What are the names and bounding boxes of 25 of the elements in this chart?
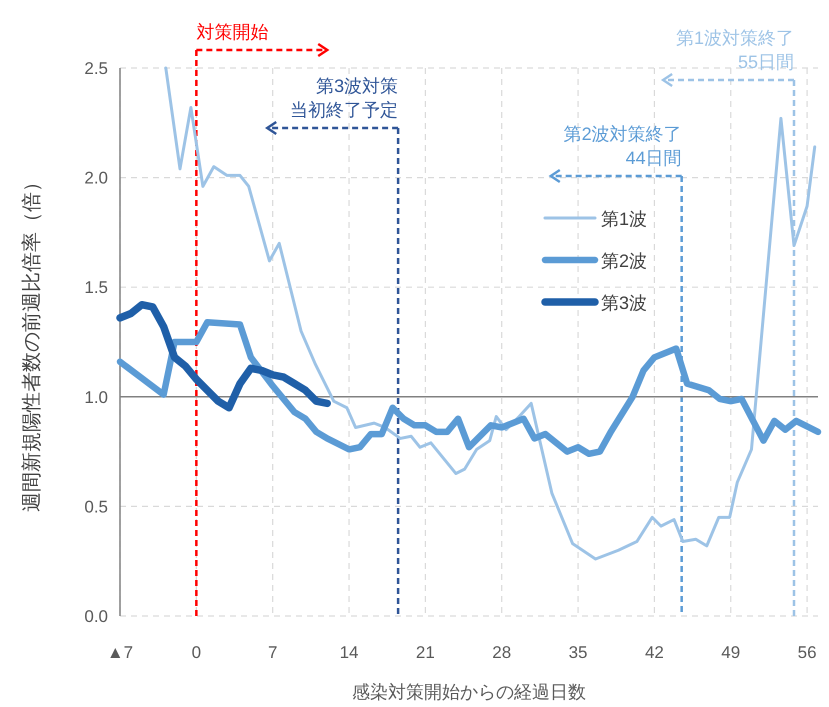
legend-label: 第3波 [601, 293, 648, 313]
legend-label: 第1波 [601, 209, 648, 229]
y-tick-label: 2.0 [84, 168, 108, 188]
ref-line-label: 対策開始 [196, 22, 268, 42]
y-tick-label: 1.5 [84, 278, 108, 298]
x-tick-label: ▲7 [106, 643, 134, 662]
x-tick-label: 21 [416, 643, 435, 662]
x-tick-label: 28 [492, 643, 512, 662]
legend-label: 第2波 [601, 251, 648, 271]
x-tick-label: 56 [798, 643, 817, 662]
x-tick-label: 7 [268, 643, 278, 662]
ref-line-label: 第3波対策当初終了予定 [290, 76, 398, 120]
ref-line-label: 第2波対策終了44日間 [564, 124, 682, 168]
x-tick-label: 0 [192, 643, 202, 662]
y-tick-label: 0.0 [84, 607, 108, 626]
y-tick-label: 1.0 [84, 388, 108, 407]
x-tick-label: 49 [721, 643, 740, 662]
x-tick-label: 14 [340, 643, 358, 662]
y-tick-label: 2.5 [84, 59, 108, 78]
ref-line-label: 第1波対策終了55日間 [676, 28, 794, 72]
x-axis-title: 感染対策開始からの経過日数 [352, 682, 586, 702]
x-tick-label: 42 [644, 643, 664, 662]
x-tick-label: 35 [568, 643, 588, 662]
y-tick-label: 0.5 [84, 497, 108, 516]
y-axis-title: 週間新規陽性者数の前週比倍率（倍） [21, 172, 43, 512]
